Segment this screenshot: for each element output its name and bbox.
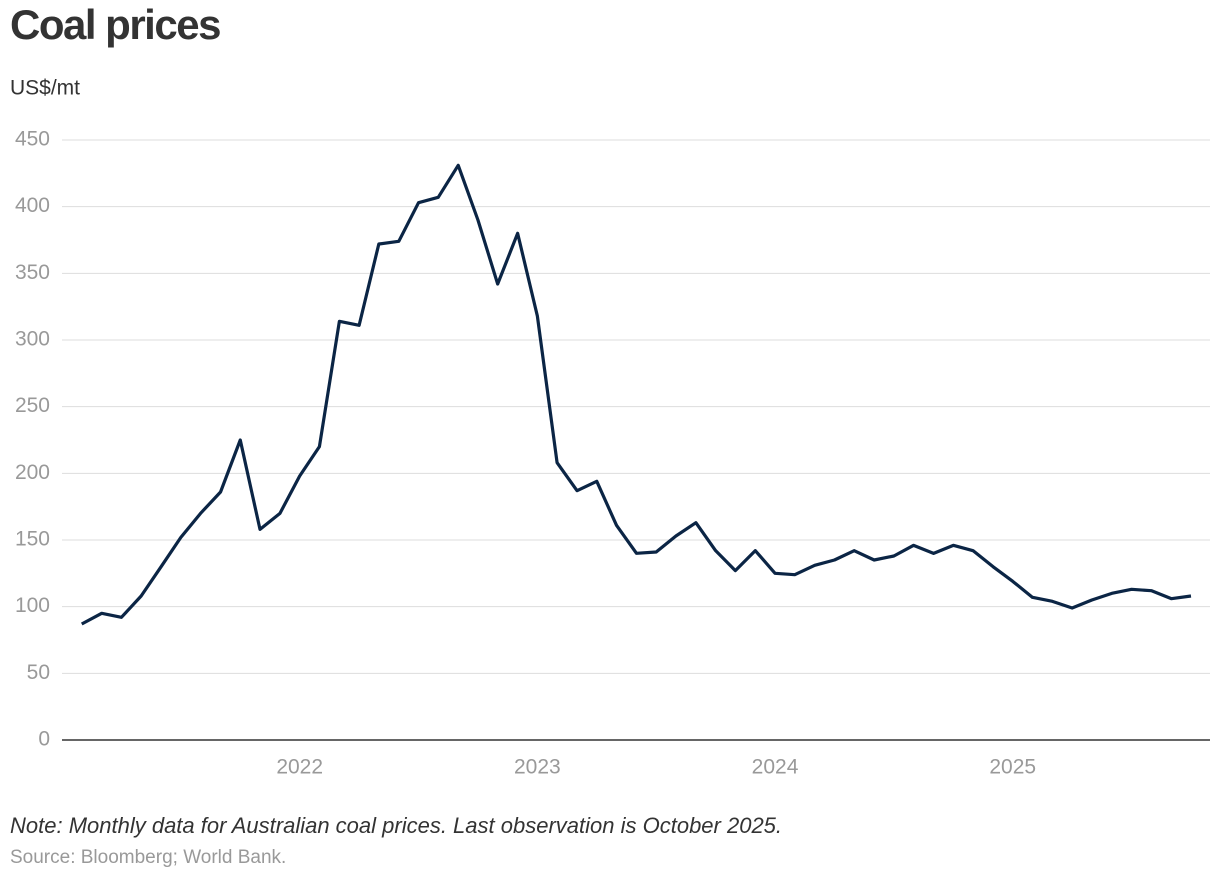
y-unit: US$/mt — [10, 77, 80, 100]
x-tick-label: 2024 — [752, 756, 799, 779]
y-tick-label: 250 — [15, 394, 50, 417]
y-tick-label: 450 — [15, 128, 50, 151]
y-tick-label: 100 — [15, 594, 50, 617]
y-tick-label: 350 — [15, 261, 50, 284]
line-series — [80, 163, 1192, 626]
y-tick-label: 50 — [27, 661, 50, 684]
y-tick-label: 300 — [15, 328, 50, 351]
x-tick-label: 2025 — [989, 756, 1036, 779]
note: Note: Monthly data for Australian coal p… — [10, 813, 782, 838]
source: Source: Bloomberg; World Bank. — [10, 847, 286, 868]
x-tick-label: 2022 — [276, 756, 323, 779]
y-tick-label: 150 — [15, 528, 50, 551]
y-tick-label: 0 — [38, 728, 50, 751]
y-tick-label: 400 — [15, 194, 50, 217]
x-tick-label: 2023 — [514, 756, 561, 779]
chart-title: Coal prices — [10, 1, 220, 48]
y-tick-label: 200 — [15, 461, 50, 484]
